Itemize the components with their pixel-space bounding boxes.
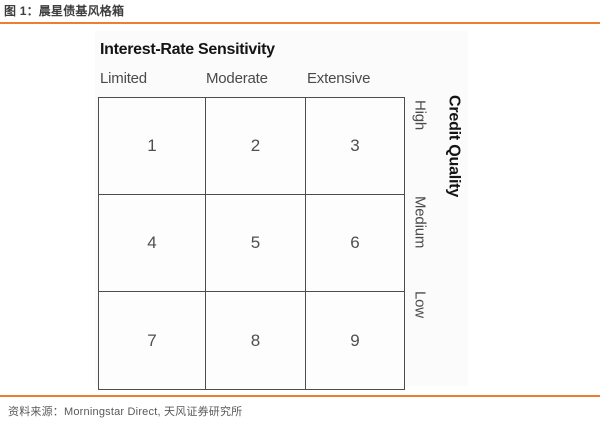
figure-caption: 图 1：晨星债基风格箱 [4,4,125,18]
style-box-cell-9: 9 [350,330,360,350]
style-box-cell-2: 2 [206,98,306,195]
style-box-cell-1: 1 [99,98,206,195]
style-box-cell-5: 5 [206,195,306,292]
style-box-grid: 1 2 3 4 5 6 7 8 9 [98,97,405,390]
style-box-cell-6: 6 [306,195,404,292]
bottom-divider [0,395,600,397]
style-box-cell-4: 4 [99,195,206,292]
row-label-high: High [411,100,429,131]
style-box-cell-7: 7 [99,292,206,389]
style-box-cell-8: 8 [206,292,306,389]
column-label-moderate: Moderate [206,70,268,87]
row-label-medium: Medium [411,196,429,249]
style-box-cell-3: 3 [306,98,404,195]
row-axis-title: Credit Quality [445,95,463,198]
column-label-limited: Limited [100,70,147,87]
column-axis-title: Interest-Rate Sensitivity [100,41,275,58]
top-divider [0,22,600,24]
row-label-low: Low [411,291,429,318]
source-note: 资料来源：Morningstar Direct, 天风证券研究所 [8,406,243,418]
column-label-extensive: Extensive [307,70,371,87]
